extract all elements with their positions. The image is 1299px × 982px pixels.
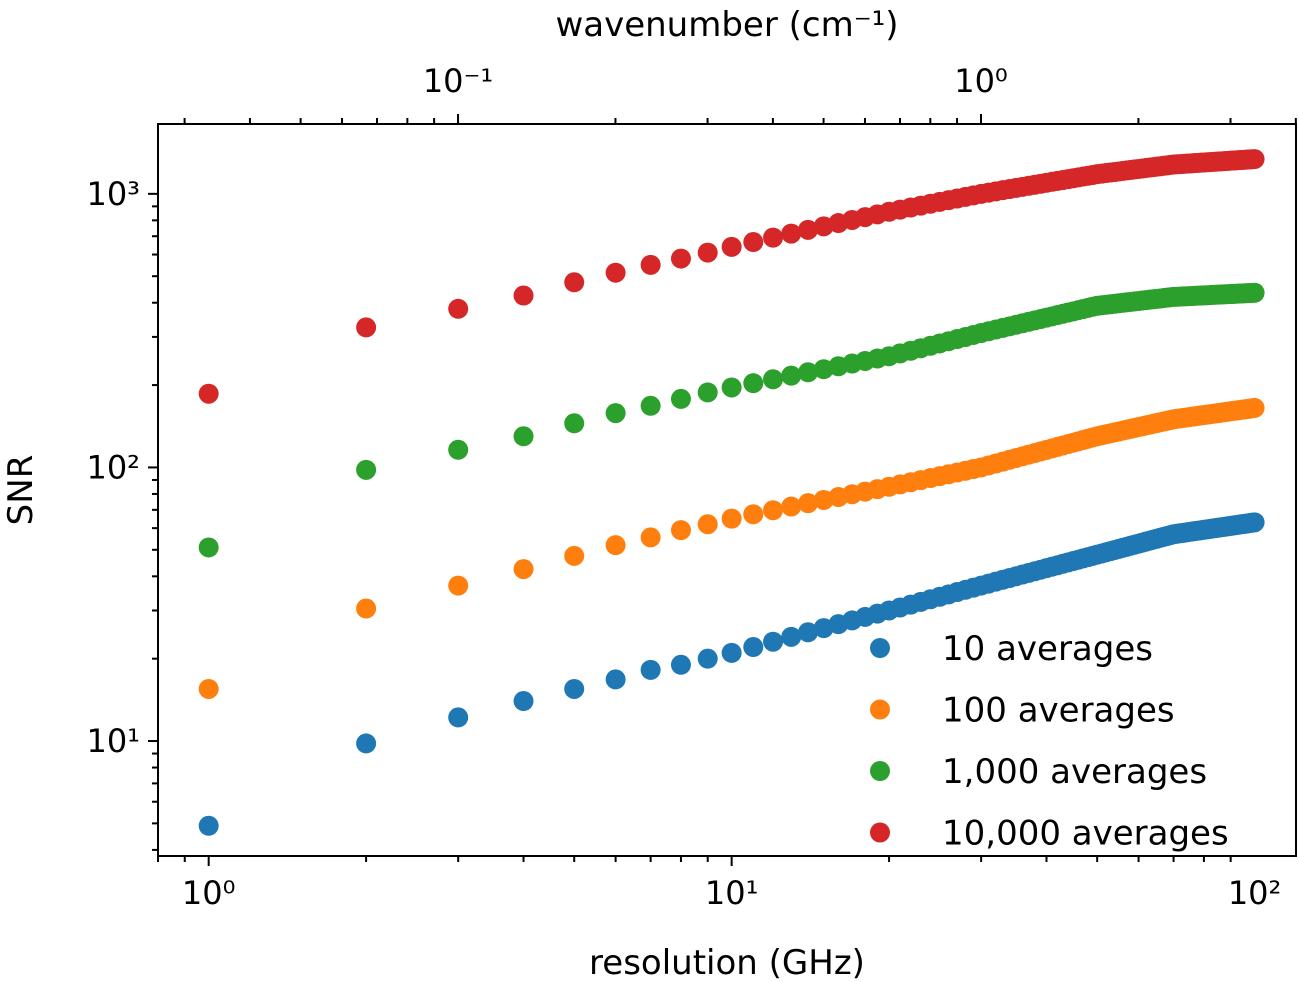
x-tick-label: 10²: [1228, 874, 1282, 912]
legend-marker: [870, 638, 890, 658]
series-0: [198, 512, 1265, 836]
data-point: [605, 535, 626, 556]
data-point: [640, 254, 661, 275]
top-axis-title: wavenumber (cm⁻¹): [555, 5, 898, 45]
data-point: [513, 691, 534, 712]
plot-frame: [157, 123, 1297, 857]
data-point: [798, 622, 819, 643]
legend-marker: [870, 761, 890, 781]
data-point: [640, 659, 661, 680]
data-point: [448, 707, 469, 728]
data-point: [356, 459, 377, 480]
data-point: [640, 527, 661, 548]
legend-label: 10 averages: [942, 629, 1153, 669]
x-tick-label: 10⁰: [182, 874, 236, 912]
data-point: [781, 223, 802, 244]
data-point: [1244, 282, 1265, 303]
data-point: [743, 232, 764, 253]
data-point: [697, 242, 718, 263]
y-tick-label: 10¹: [86, 722, 140, 760]
data-point: [356, 598, 377, 619]
data-point: [448, 575, 469, 596]
series-2: [198, 282, 1265, 558]
data-points: [198, 149, 1265, 836]
data-point: [356, 733, 377, 754]
legend-label: 100 averages: [942, 691, 1175, 731]
data-point: [198, 678, 219, 699]
data-point: [198, 383, 219, 404]
data-point: [781, 496, 802, 517]
data-point: [743, 373, 764, 394]
data-point: [513, 285, 534, 306]
data-point: [670, 520, 691, 541]
x2-tick-label: 10⁰: [954, 62, 1008, 100]
data-point: [605, 262, 626, 283]
data-point: [564, 545, 585, 566]
data-point: [721, 377, 742, 398]
data-point: [448, 439, 469, 460]
data-point: [670, 388, 691, 409]
y-tick-label: 10³: [86, 175, 140, 213]
data-point: [513, 559, 534, 580]
series-1: [198, 397, 1265, 699]
data-point: [513, 426, 534, 447]
data-point: [564, 272, 585, 293]
data-point: [697, 382, 718, 403]
legend-label: 1,000 averages: [942, 752, 1207, 792]
data-point: [564, 413, 585, 434]
legend-marker: [870, 822, 890, 843]
data-point: [697, 514, 718, 535]
series-3: [198, 149, 1265, 404]
data-point: [1244, 397, 1265, 418]
data-point: [763, 227, 784, 248]
legend-marker: [870, 699, 890, 720]
data-point: [605, 403, 626, 424]
data-point: [763, 500, 784, 521]
data-point: [670, 654, 691, 675]
x-tick-label: 10¹: [705, 874, 759, 912]
x-axis-title: resolution (GHz): [589, 943, 865, 982]
data-point: [448, 298, 469, 319]
data-point: [198, 537, 219, 558]
data-point: [781, 626, 802, 647]
axes-layer: 10⁰ 10¹ 10² 10¹ 10² 10³ 10⁻¹ 10⁰: [86, 62, 1297, 912]
data-point: [697, 648, 718, 669]
data-point: [198, 815, 219, 836]
x2-tick-label: 10⁻¹: [423, 62, 493, 100]
data-point: [721, 236, 742, 257]
legend: 10 averages 100 averages 1,000 averages 10,…: [870, 629, 1229, 854]
data-point: [743, 637, 764, 658]
data-point: [798, 219, 819, 240]
data-point: [1244, 149, 1265, 170]
data-point: [670, 248, 691, 269]
data-point: [721, 642, 742, 663]
y-axis-title: SNR: [1, 455, 41, 526]
data-point: [605, 669, 626, 690]
data-point: [356, 317, 377, 338]
data-point: [798, 493, 819, 514]
data-point: [640, 395, 661, 416]
data-point: [763, 631, 784, 652]
data-point: [743, 504, 764, 525]
legend-label: 10,000 averages: [942, 814, 1229, 854]
y-tick-label: 10²: [86, 448, 140, 486]
data-point: [721, 508, 742, 529]
data-point: [1244, 512, 1265, 533]
data-point: [781, 365, 802, 386]
data-point: [798, 362, 819, 383]
data-point: [763, 369, 784, 390]
data-point: [564, 678, 585, 699]
